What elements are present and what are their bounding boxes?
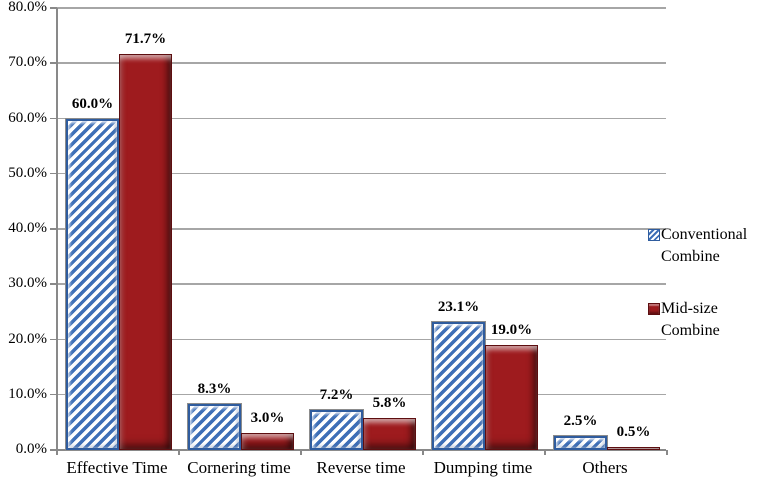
bar-conventional-combine-reverse-time (310, 410, 363, 450)
gridline (56, 7, 666, 9)
data-label-mid-size-combine-others: 0.5% (616, 424, 651, 441)
data-label-conventional-combine-dumping-time: 23.1% (437, 299, 480, 316)
y-axis-tick (50, 117, 57, 119)
category-label-effective-time: Effective Time (66, 458, 168, 477)
legend-entry-conventional-combine: Conventional Combine (648, 224, 756, 268)
bar-conventional-combine-effective-time (66, 118, 119, 450)
y-axis-tick (50, 172, 57, 175)
y-axis-tick-label: 80.0% (8, 0, 47, 15)
x-axis-tick (178, 450, 180, 455)
y-axis-tick-label: 50.0% (8, 164, 47, 181)
y-axis-tick (50, 449, 57, 451)
bar-conventional-combine-dumping-time (432, 322, 485, 450)
category-label-cornering-time: Cornering time (187, 458, 291, 477)
data-label-mid-size-combine-cornering-time: 3.0% (250, 410, 285, 427)
y-axis-tick (50, 62, 57, 64)
y-axis-tick-label: 70.0% (8, 54, 47, 71)
legend-swatch-mid-size-combine (648, 303, 660, 315)
gridline (56, 117, 666, 119)
x-axis-tick (56, 450, 58, 455)
gridline (56, 172, 666, 175)
y-axis-line (56, 8, 58, 450)
y-axis-tick-label: 60.0% (8, 109, 47, 126)
y-axis-tick-label: 20.0% (8, 330, 47, 347)
data-label-conventional-combine-others: 2.5% (563, 413, 598, 430)
legend-label-conventional-combine: Conventional Combine (661, 226, 748, 265)
data-label-mid-size-combine-reverse-time: 5.8% (372, 394, 407, 411)
y-axis-tick (50, 393, 57, 396)
x-axis-tick (422, 450, 424, 455)
x-axis-tick (300, 450, 302, 455)
gridline (56, 393, 666, 396)
x-axis-line (56, 449, 666, 451)
category-label-others: Others (582, 458, 628, 477)
gridline (56, 338, 666, 340)
gridline (56, 283, 666, 285)
y-axis-tick-label: 30.0% (8, 275, 47, 292)
legend-swatch-conventional-combine (648, 229, 660, 241)
y-axis-tick (50, 283, 57, 285)
y-axis-tick-label: 10.0% (8, 385, 47, 402)
category-label-dumping-time: Dumping time (433, 458, 533, 477)
gridline (56, 62, 666, 64)
gridline (56, 228, 666, 230)
y-axis-tick (50, 338, 57, 340)
y-axis-tick (50, 7, 57, 9)
data-label-conventional-combine-cornering-time: 8.3% (197, 381, 232, 398)
bar-mid-size-combine-reverse-time (363, 417, 416, 450)
legend-label-mid-size-combine: Mid-size Combine (661, 300, 720, 339)
bar-conventional-combine-cornering-time (188, 404, 241, 450)
y-axis-tick-label: 40.0% (8, 220, 47, 236)
bar-mid-size-combine-others (607, 447, 660, 450)
bar-conventional-combine-others (554, 436, 607, 450)
x-axis-tick (666, 450, 668, 455)
bar-mid-size-combine-cornering-time (241, 433, 294, 450)
data-label-conventional-combine-effective-time: 60.0% (71, 95, 114, 112)
data-label-mid-size-combine-effective-time: 71.7% (124, 30, 167, 47)
category-label-reverse-time: Reverse time (316, 458, 406, 477)
y-axis-tick (50, 228, 57, 230)
bar-mid-size-combine-dumping-time (485, 345, 538, 450)
chart-legend: Conventional Combine Mid-size Combine (648, 224, 756, 342)
x-axis-tick (544, 450, 546, 455)
data-label-conventional-combine-reverse-time: 7.2% (319, 387, 354, 404)
legend-entry-mid-size-combine: Mid-size Combine (648, 298, 756, 342)
bar-mid-size-combine-effective-time (119, 53, 172, 450)
y-axis-tick-label: 0.0% (15, 441, 47, 457)
data-label-mid-size-combine-dumping-time: 19.0% (490, 322, 533, 339)
